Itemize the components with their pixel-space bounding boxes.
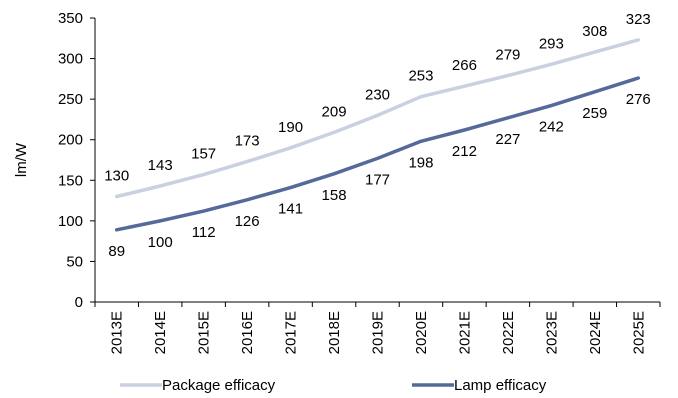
data-label: 230: [365, 86, 390, 103]
y-tick-label: 200: [58, 132, 83, 149]
x-tick-label: 2014E: [152, 311, 169, 354]
data-label: 112: [192, 224, 216, 241]
data-label: 190: [278, 119, 303, 136]
data-label: 253: [408, 68, 433, 85]
data-label: 259: [582, 105, 607, 122]
y-tick-label: 0: [75, 294, 83, 311]
data-label: 209: [322, 103, 347, 120]
x-tick-label: 2013E: [109, 311, 126, 354]
data-label: 212: [452, 143, 477, 160]
legend-label: Lamp efficacy: [454, 377, 547, 394]
x-tick-label: 2017E: [283, 311, 300, 354]
data-labels: 130 143 157 173 190 209 230 253 266 279 293 308 323 8…: [104, 11, 651, 260]
data-label: 198: [408, 154, 433, 171]
data-label: 141: [278, 201, 303, 218]
data-label: 242: [539, 119, 564, 136]
data-label: 173: [235, 133, 260, 150]
axes: [94, 18, 660, 303]
data-label: 323: [626, 11, 651, 28]
y-tick-label: 50: [66, 253, 83, 270]
x-tick-label: 2024E: [587, 311, 604, 354]
legend: Package efficacy Lamp efficacy: [120, 377, 547, 394]
y-tick-label: 150: [58, 172, 83, 189]
y-tick-label: 250: [58, 91, 83, 108]
data-label: 89: [108, 243, 125, 260]
data-label: 100: [148, 234, 173, 251]
data-label: 177: [365, 171, 390, 188]
y-tick-label: 100: [58, 213, 83, 230]
x-tick-label: 2022E: [500, 311, 517, 354]
series-line-2: [114, 76, 641, 232]
series-group: [114, 38, 641, 232]
y-axis-title: lm/W: [13, 142, 30, 177]
data-label: 279: [495, 47, 520, 64]
data-label: 157: [191, 146, 216, 163]
y-tick-label: 300: [58, 51, 83, 68]
data-label: 158: [322, 187, 347, 204]
y-axis-ticks: 0 50 100 150 200 250 300 350: [58, 10, 95, 311]
data-label: 293: [539, 35, 564, 52]
data-label: 276: [626, 91, 651, 108]
x-axis-ticks: 2013E 2014E 2015E 2016E 2017E 2018E 2019E 2020E…: [94, 302, 661, 354]
x-tick-label: 2020E: [413, 311, 430, 354]
legend-label: Package efficacy: [162, 377, 276, 394]
data-label: 126: [235, 213, 260, 230]
data-label: 308: [582, 23, 607, 40]
x-tick-label: 2018E: [326, 311, 343, 354]
x-tick-label: 2015E: [196, 311, 213, 354]
x-tick-label: 2019E: [370, 311, 387, 354]
data-label: 143: [148, 157, 173, 174]
y-tick-label: 350: [58, 10, 83, 27]
series-line-1: [114, 38, 641, 199]
data-label: 130: [104, 168, 129, 185]
x-tick-label: 2016E: [239, 311, 256, 354]
x-tick-label: 2021E: [456, 311, 473, 354]
x-tick-label: 2025E: [630, 311, 647, 354]
data-label: 266: [452, 57, 477, 74]
data-label: 227: [495, 131, 520, 148]
x-tick-label: 2023E: [543, 311, 560, 354]
